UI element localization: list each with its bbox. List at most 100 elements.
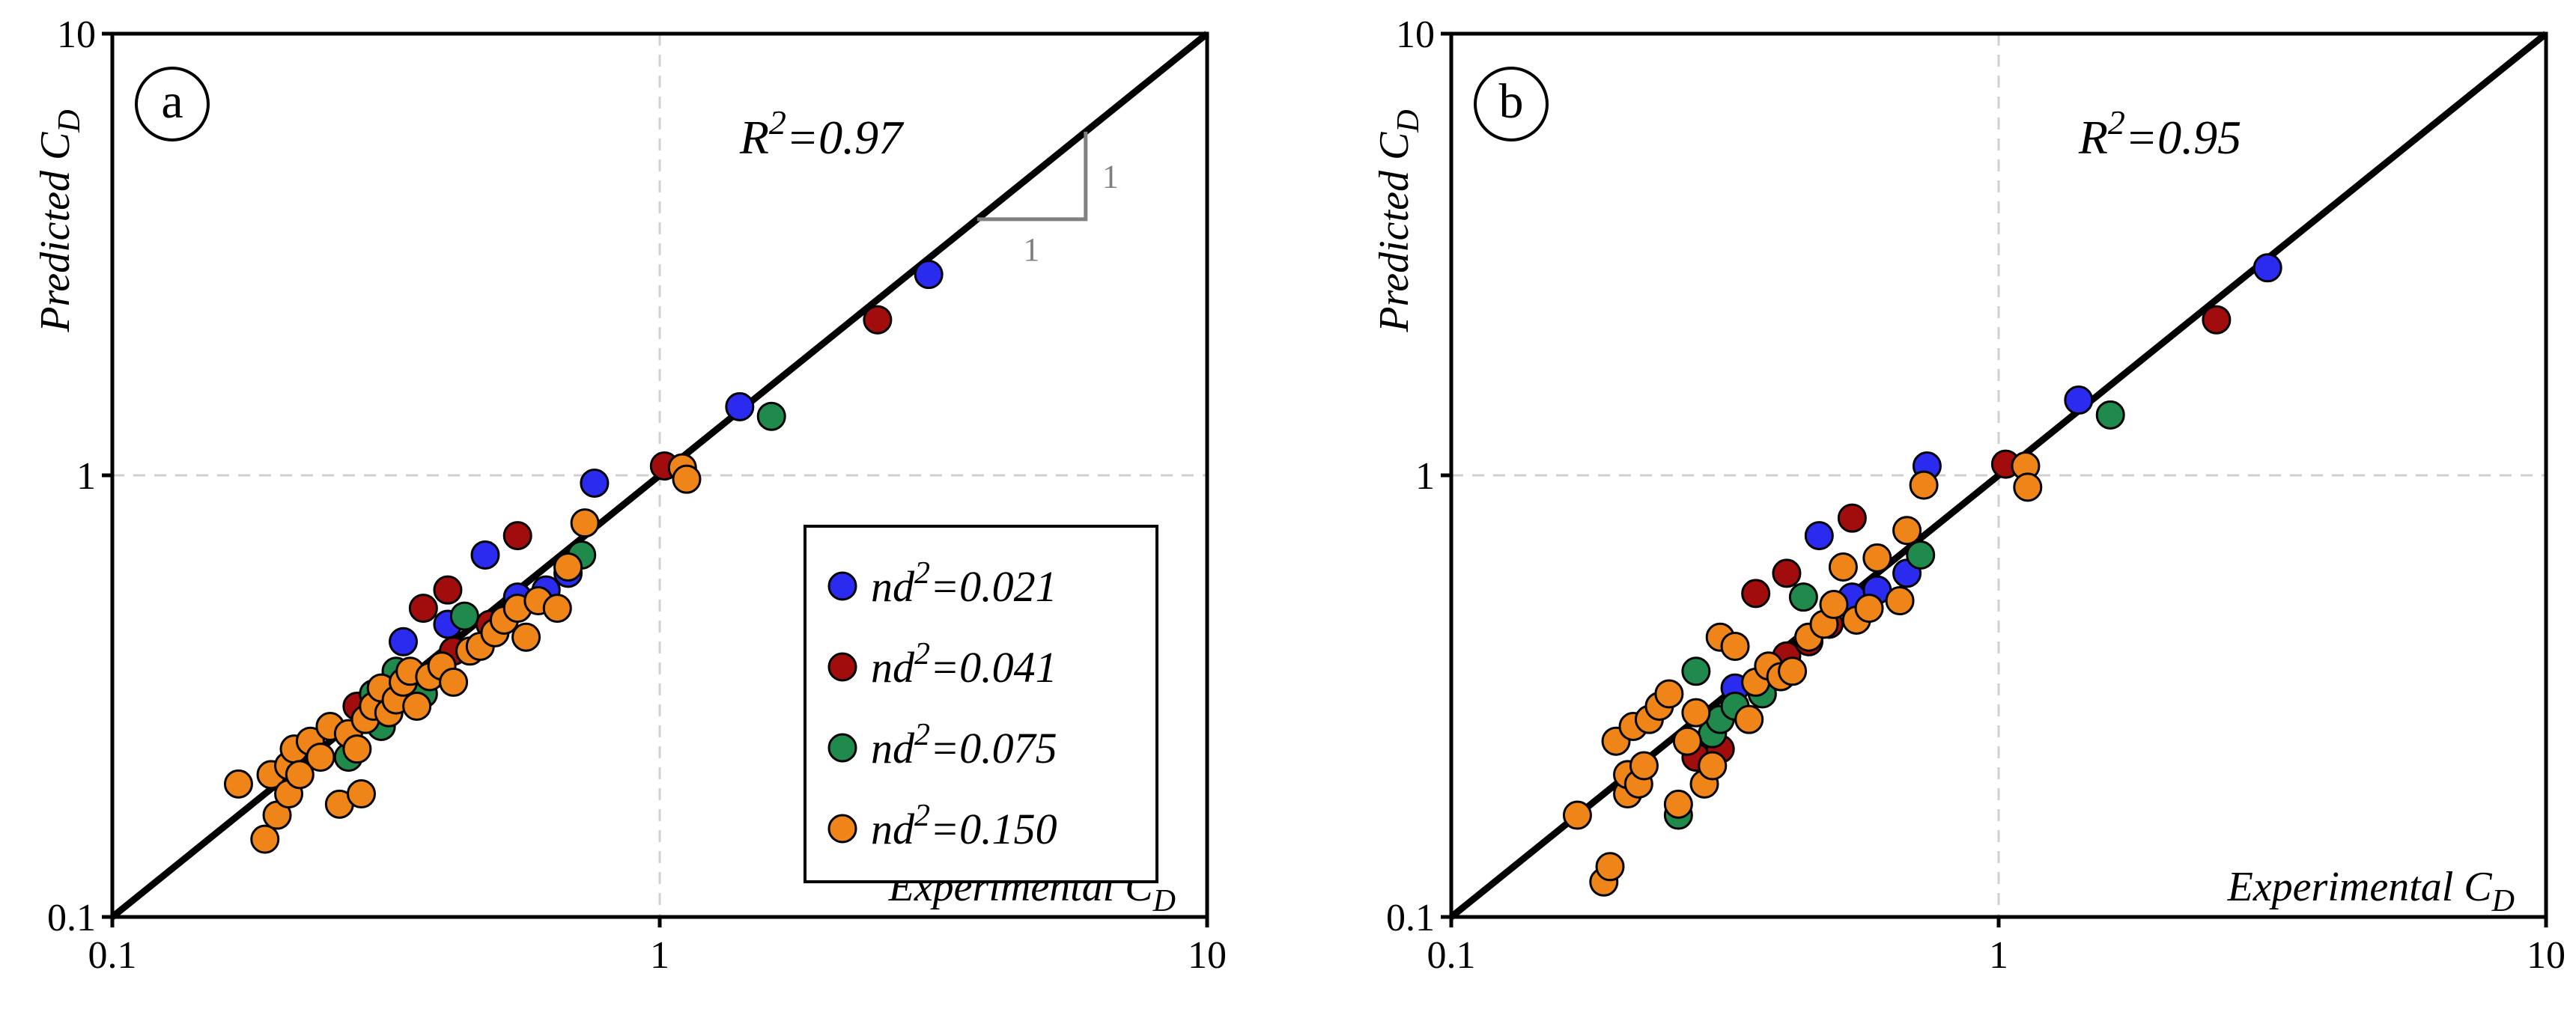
series-0.075 [1663, 400, 2125, 830]
legend-entry-0.041: nd2=0.041 [871, 637, 1057, 692]
legend-entry-superscript: 2 [914, 718, 930, 752]
data-point [2013, 472, 2043, 502]
data-point [1629, 751, 1659, 781]
data-point [1681, 698, 1711, 728]
y-tick-label: 10 [57, 13, 96, 56]
data-point [2095, 400, 2125, 430]
data-point [1778, 656, 1808, 686]
legend-entry-0.150: nd2=0.150 [871, 799, 1057, 853]
legend-entry-value: =0.150 [930, 805, 1057, 853]
r-squared-value: =0.95 [2125, 111, 2241, 164]
r-squared-superscript: 2 [769, 103, 786, 141]
data-point [1720, 631, 1750, 661]
data-point [1672, 726, 1702, 756]
data-point [433, 575, 463, 605]
data-point [285, 760, 315, 790]
data-point [2202, 305, 2232, 335]
legend-entry-superscript: 2 [914, 799, 930, 833]
data-point [1828, 552, 1858, 582]
data-point [1681, 656, 1711, 686]
data-point [2253, 253, 2282, 283]
data-point [1906, 540, 1936, 570]
legend-frame [804, 525, 1158, 883]
y-axis-label-subscript: D [52, 109, 87, 132]
data-point [1804, 521, 1834, 551]
x-axis-label-subscript: D [2491, 884, 2515, 918]
legend-entry-base: nd [871, 643, 915, 692]
data-point [1654, 679, 1684, 709]
x-tick-label: 0.1 [88, 934, 137, 977]
x-axis-label-subscript: D [1152, 884, 1176, 918]
y-axis-label-subscript: D [1391, 109, 1426, 132]
data-point [2064, 385, 2094, 415]
y-tick-label: 0.1 [47, 897, 96, 939]
data-point [1772, 558, 1802, 588]
legend-entry-0.075: nd2=0.075 [871, 718, 1057, 772]
data-point [511, 622, 541, 652]
x-tick-label: 10 [2527, 934, 2566, 977]
r-squared-label: R2=0.97 [739, 103, 905, 164]
x-tick-label: 10 [1188, 934, 1227, 977]
x-tick-label: 1 [650, 934, 669, 977]
data-point [449, 601, 479, 631]
panel-label-circle [135, 67, 210, 141]
y-axis-label: Predicted CD [1371, 109, 1426, 332]
series-0.150 [223, 453, 702, 854]
y-axis-label-text: Predicted C [1371, 132, 1418, 333]
x-axis-label: Experimental CD [2227, 864, 2515, 918]
data-point [1854, 594, 1884, 624]
data-point [1663, 789, 1693, 819]
data-point [346, 779, 376, 809]
data-point [402, 691, 432, 721]
legend-entry-value: =0.075 [930, 724, 1057, 772]
slope-rise-label: 1 [1102, 158, 1119, 195]
legend-marker-0.021 [827, 571, 857, 601]
data-point [725, 391, 755, 421]
data-point [580, 468, 610, 498]
data-point [1819, 590, 1849, 620]
data-point [342, 734, 372, 764]
data-point [470, 540, 500, 570]
slope-triangle [976, 131, 1088, 222]
y-tick-label: 1 [76, 455, 96, 498]
data-point [1788, 582, 1818, 612]
slope-run-label: 1 [1023, 231, 1039, 268]
x-axis-label-text: Experimental C [2227, 864, 2493, 910]
r-squared-base: R [2078, 111, 2108, 164]
data-point [223, 769, 253, 799]
data-point [1862, 543, 1892, 573]
data-point [672, 464, 702, 494]
legend-marker-0.150 [827, 814, 857, 844]
legend-entry-0.021: nd2=0.021 [871, 556, 1057, 611]
data-point [1892, 516, 1922, 546]
r-squared-superscript: 2 [2108, 103, 2125, 141]
data-point [1734, 704, 1764, 734]
data-point [1909, 470, 1939, 500]
x-tick-label: 0.1 [1427, 934, 1476, 977]
legend-entry-base: nd [871, 724, 915, 772]
legend-entry-superscript: 2 [914, 556, 930, 591]
data-point [1885, 586, 1915, 616]
data-point [1837, 503, 1867, 533]
data-point [756, 401, 786, 431]
y-axis-label-text: Predicted C [32, 132, 79, 333]
legend-entry-superscript: 2 [914, 637, 930, 671]
series-0.150 [1562, 451, 2043, 897]
data-point [1595, 852, 1625, 882]
panel-label: a [161, 74, 183, 129]
y-axis-label: Predicted CD [32, 109, 87, 332]
panel-label-circle [1474, 67, 1549, 141]
r-squared-base: R [739, 111, 769, 164]
y-tick-label: 0.1 [1386, 897, 1435, 939]
y-tick-label: 10 [1396, 13, 1435, 56]
r-squared-label: R2=0.95 [2078, 103, 2241, 164]
r-squared-value: =0.97 [786, 111, 905, 164]
legend-entry-base: nd [871, 562, 915, 611]
data-point [408, 594, 438, 624]
data-point [250, 824, 280, 854]
legend-marker-0.075 [827, 733, 857, 763]
y-tick-label: 1 [1415, 455, 1435, 498]
